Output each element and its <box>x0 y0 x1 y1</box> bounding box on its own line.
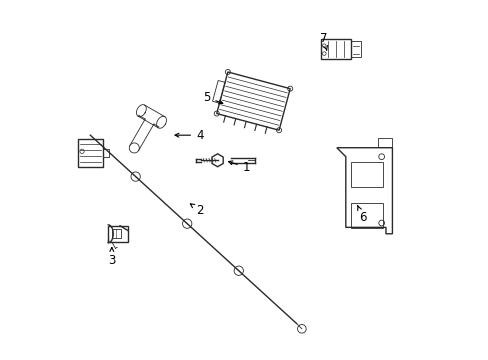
Bar <box>377 138 392 147</box>
Bar <box>108 226 128 242</box>
Text: 3: 3 <box>108 248 115 267</box>
Bar <box>112 229 121 238</box>
Text: 4: 4 <box>175 129 203 142</box>
Text: 5: 5 <box>203 91 223 104</box>
Text: 7: 7 <box>319 32 327 50</box>
Bar <box>350 162 383 187</box>
Bar <box>102 149 109 157</box>
Bar <box>350 203 383 228</box>
Text: 1: 1 <box>228 161 250 174</box>
Text: 6: 6 <box>357 206 366 224</box>
Bar <box>78 139 102 167</box>
Text: 2: 2 <box>190 204 203 217</box>
Bar <box>320 39 350 59</box>
Bar <box>350 41 361 57</box>
